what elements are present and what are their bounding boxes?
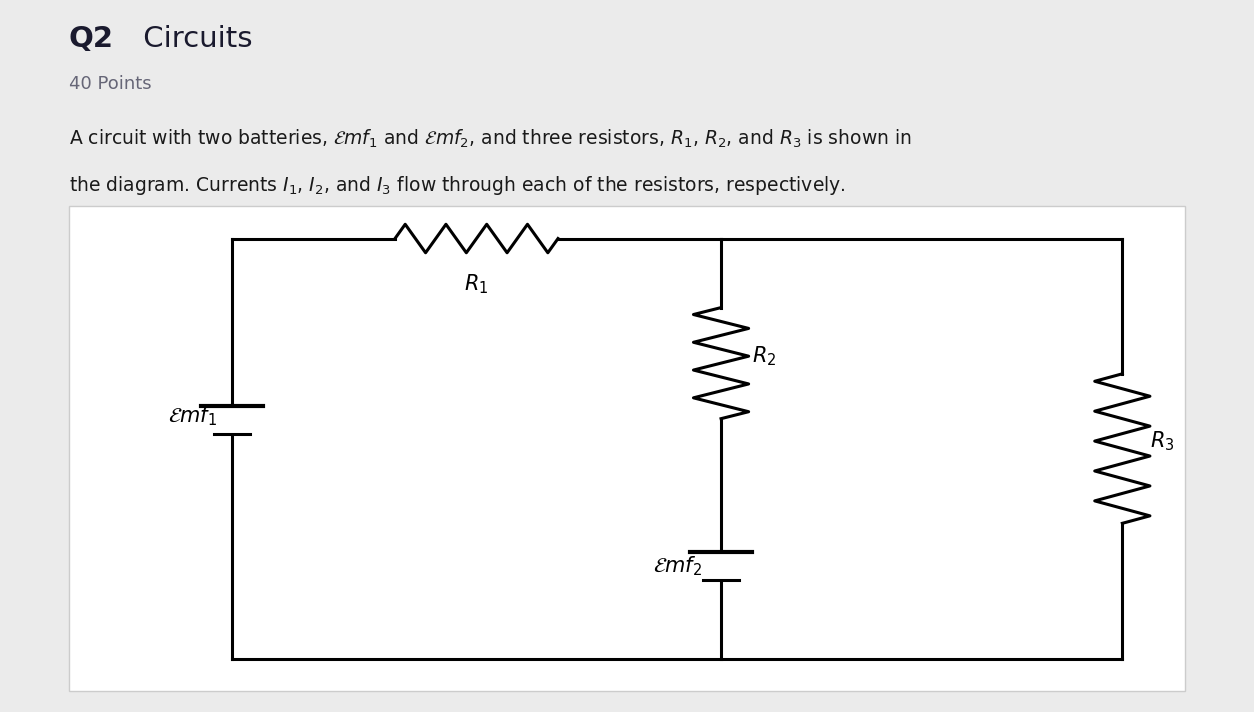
Text: $\mathcal{E}mf_1$: $\mathcal{E}mf_1$ xyxy=(168,404,217,429)
Text: A circuit with two batteries, $\mathcal{E}mf_1$ and $\mathcal{E}mf_2$, and three: A circuit with two batteries, $\mathcal{… xyxy=(69,128,912,150)
Text: $R_3$: $R_3$ xyxy=(1150,429,1175,454)
Text: Circuits: Circuits xyxy=(134,25,252,53)
Text: $R_2$: $R_2$ xyxy=(752,344,776,368)
Text: 40 Points: 40 Points xyxy=(69,75,152,93)
Text: Q2: Q2 xyxy=(69,25,114,53)
Text: $R_1$: $R_1$ xyxy=(464,273,489,296)
Bar xyxy=(69,206,1185,691)
Text: the diagram. Currents $I_1$, $I_2$, and $I_3$ flow through each of the resistors: the diagram. Currents $I_1$, $I_2$, and … xyxy=(69,174,845,197)
Text: $\mathcal{E}mf_2$: $\mathcal{E}mf_2$ xyxy=(653,554,702,578)
